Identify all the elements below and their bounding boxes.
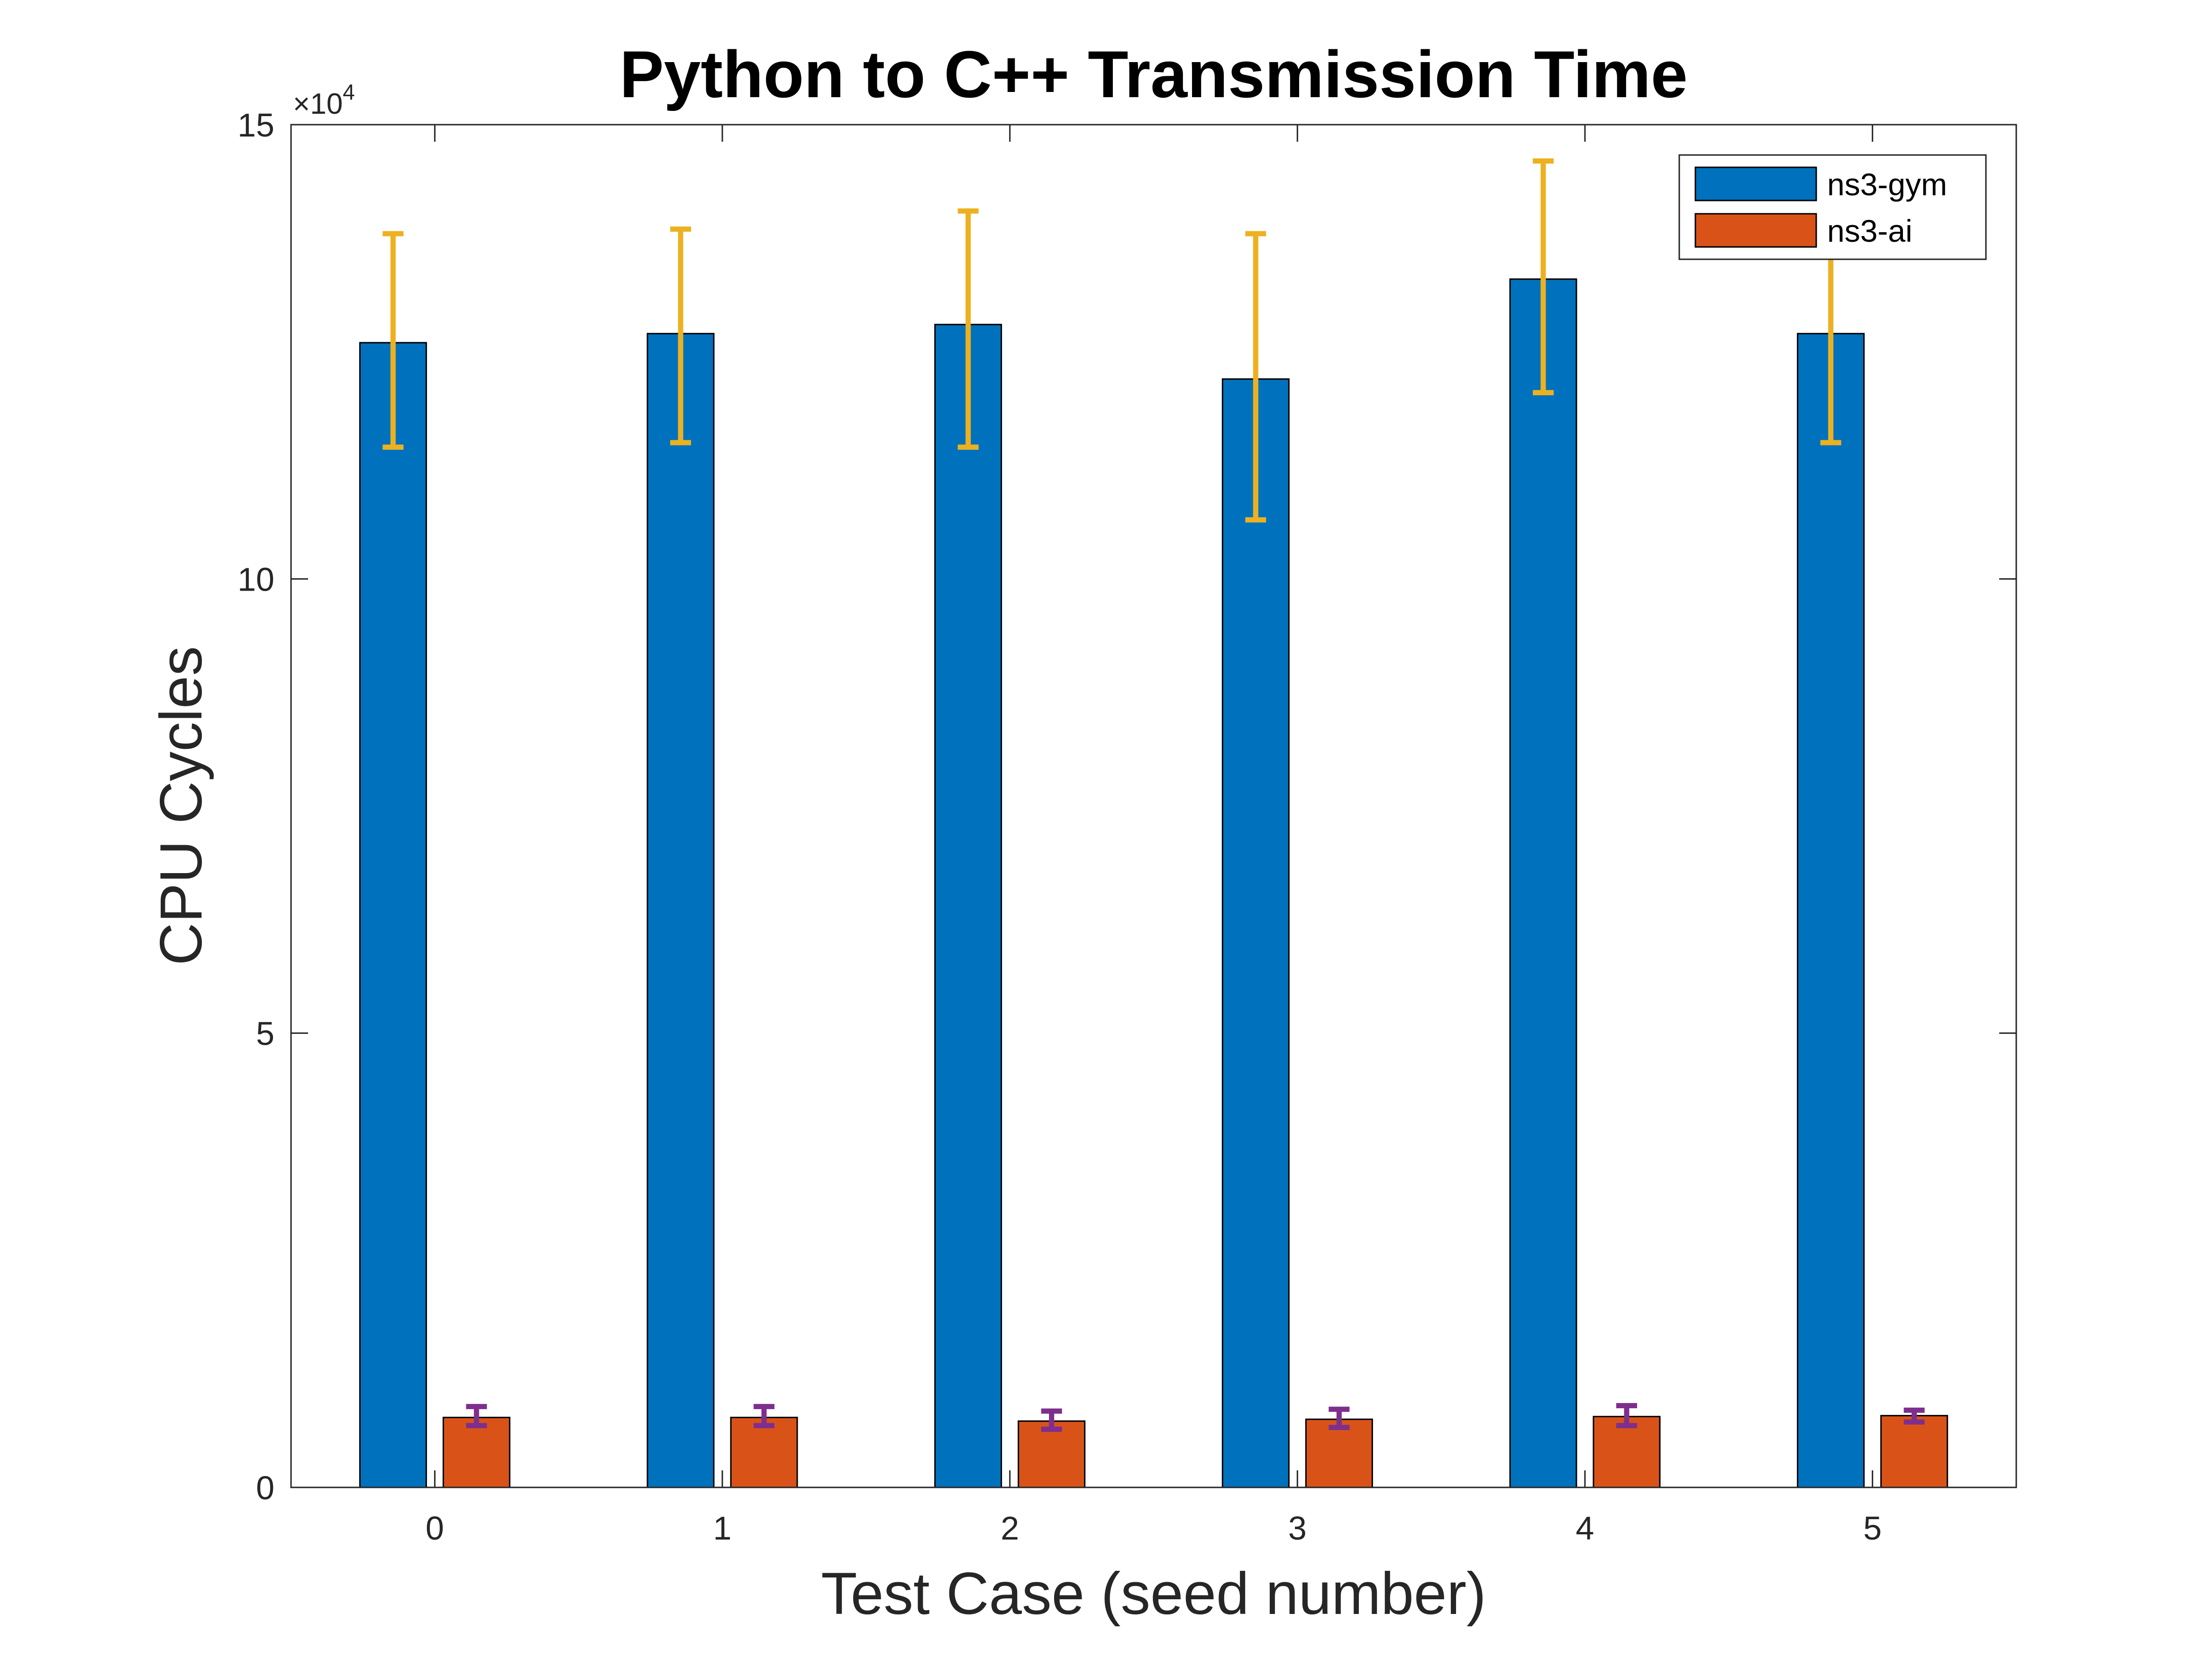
axes-box	[290, 124, 2017, 1488]
x-tick-label-2: 2	[1001, 1510, 1019, 1547]
axes-background	[291, 125, 2016, 1487]
x-tick-label-3: 3	[1288, 1510, 1307, 1547]
x-tick-label-5: 5	[1863, 1510, 1882, 1547]
bar-ns3-gym-1	[646, 333, 715, 1488]
y-tick-label-2: 10	[237, 561, 274, 598]
bar-ns3-gym-5	[1797, 333, 1865, 1488]
bar-ns3-gym-4	[1509, 278, 1577, 1488]
x-tick-label-4: 4	[1576, 1510, 1594, 1547]
legend-swatch-ns3-ai	[1694, 213, 1817, 248]
x-tick-label-0: 0	[426, 1510, 444, 1547]
x-axis-label: Test Case (seed number)	[821, 1561, 1486, 1627]
x-tick-label-1: 1	[713, 1510, 732, 1547]
legend-label-ns3-gym: ns3-gym	[1827, 167, 1947, 202]
legend-label-ns3-ai: ns3-ai	[1827, 213, 1912, 248]
y-axis-exponent-base: ×10	[293, 88, 343, 120]
bar-ns3-ai-5	[1880, 1415, 1948, 1488]
bar-ns3-ai-3	[1305, 1418, 1373, 1488]
legend-swatch-ns3-gym	[1694, 166, 1817, 201]
y-tick-label-0: 0	[256, 1469, 274, 1506]
y-tick-label-3: 15	[237, 107, 274, 144]
y-axis-label: CPU Cycles	[148, 646, 214, 966]
y-tick-label-1: 5	[256, 1015, 274, 1052]
bar-ns3-gym-2	[934, 324, 1002, 1488]
bar-ns3-gym-0	[359, 342, 427, 1488]
ticks-layer: 0 1 2 3 4 5 0 5 10 15	[237, 107, 2016, 1547]
error-bars-layer	[382, 158, 1925, 1432]
bar-ns3-gym-3	[1221, 378, 1290, 1488]
bars-layer	[359, 278, 1948, 1488]
y-axis-exponent: ×104	[293, 80, 355, 120]
legend: ns3-gym ns3-ai	[1678, 154, 1987, 260]
chart-title: Python to C++ Transmission Time	[619, 37, 1688, 111]
y-axis-exponent-power: 4	[343, 80, 355, 104]
